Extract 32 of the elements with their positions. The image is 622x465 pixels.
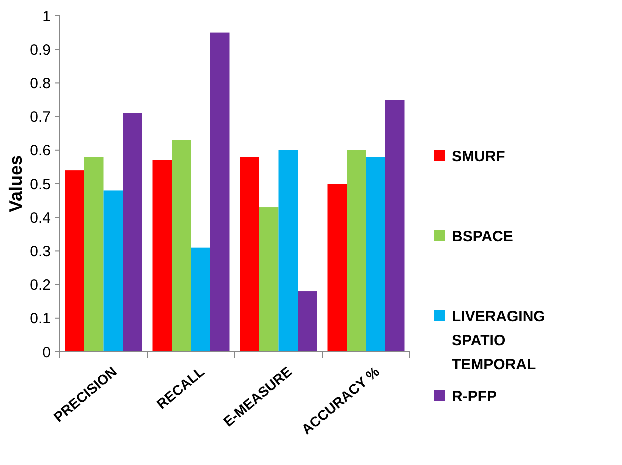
legend-label: SMURF	[452, 148, 506, 166]
bar	[298, 292, 318, 352]
bar	[240, 157, 260, 352]
bar	[386, 100, 405, 352]
y-tick-label: 0.4	[30, 210, 51, 227]
y-tick-label: 0.1	[30, 310, 51, 328]
y-axis-title: Values	[6, 155, 26, 213]
y-tick-label: 0.6	[30, 142, 51, 160]
legend-label: BSPACE	[452, 228, 514, 246]
bar	[191, 248, 210, 352]
bar	[366, 157, 386, 352]
bar	[152, 160, 172, 352]
y-tick-label: 0.3	[30, 243, 51, 260]
bar	[123, 113, 142, 352]
bar	[104, 190, 123, 352]
bar	[210, 32, 230, 352]
y-tick-label: 1	[42, 8, 51, 26]
y-tick-label: 0.8	[30, 75, 51, 92]
y-tick-label: 0.2	[30, 277, 51, 294]
bar	[172, 140, 192, 352]
bar	[278, 150, 298, 352]
y-tick-label: 0.5	[30, 176, 51, 194]
y-tick-label: 0	[42, 344, 51, 362]
bar	[260, 208, 279, 352]
bar	[84, 157, 104, 352]
y-tick-label: 0.7	[30, 109, 51, 126]
bar	[65, 170, 84, 352]
bar	[328, 184, 347, 352]
legend-label: LIVERAGING SPATIO TEMPORAL	[452, 308, 546, 374]
legend-label: R-PFP	[452, 388, 497, 406]
y-tick-label: 0.9	[30, 42, 51, 59]
bar	[347, 150, 366, 352]
